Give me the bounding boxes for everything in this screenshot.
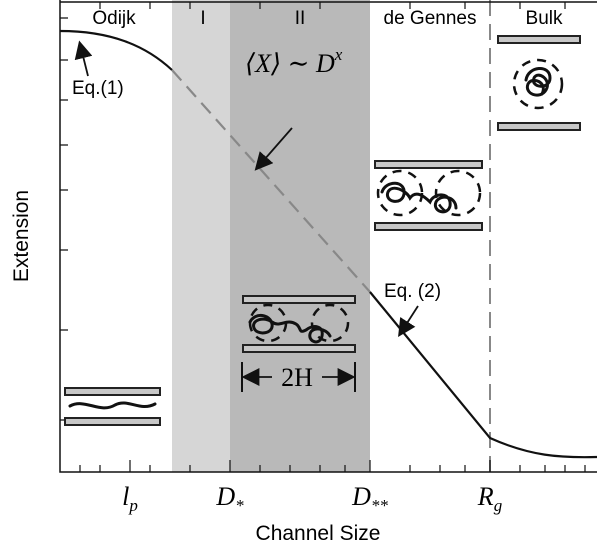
curve-degennes (370, 292, 597, 457)
plate (375, 223, 482, 230)
arrow (80, 44, 88, 76)
chain (70, 403, 155, 408)
x-tick-label: Rg (477, 482, 502, 515)
plate (243, 345, 355, 352)
x-axis-title: Channel Size (256, 522, 381, 545)
region-label: II (295, 8, 306, 29)
y-axis-title: Extension (10, 190, 33, 282)
plate (65, 388, 160, 395)
chain (382, 183, 456, 212)
plate (375, 161, 482, 168)
plate (65, 418, 160, 425)
eq2-label: Eq. (2) (384, 281, 441, 302)
width-label: 2H (281, 363, 313, 392)
scaling-label: ⟨X⟩ ∼ Dx (245, 45, 343, 78)
plate (243, 296, 355, 303)
region-label: Bulk (526, 8, 563, 29)
plate (498, 36, 580, 43)
figure: Odijk I II de Gennes Bulk Eq.(1) ⟨X⟩ ∼ D… (0, 0, 597, 550)
x-tick-label: D* (215, 482, 244, 515)
region-label: Odijk (92, 8, 136, 29)
eq1-label: Eq.(1) (72, 78, 124, 99)
blob (436, 171, 480, 215)
curve-odijk (60, 31, 172, 70)
x-tick-label: lp (122, 482, 138, 515)
region-label: de Gennes (384, 8, 477, 29)
chain (526, 68, 550, 95)
x-tick-label: D** (351, 482, 388, 515)
plate (498, 123, 580, 130)
arrow (400, 306, 418, 334)
region-i (172, 0, 230, 472)
region-label: I (200, 8, 205, 29)
